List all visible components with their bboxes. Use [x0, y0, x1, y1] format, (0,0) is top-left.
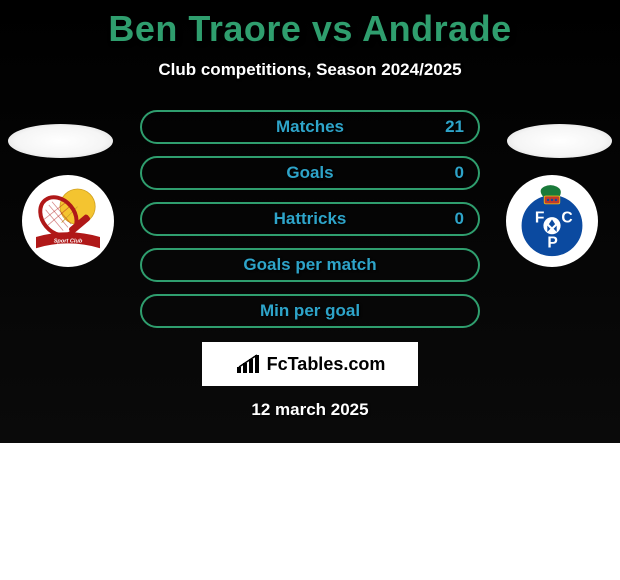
svg-text:P: P	[547, 235, 557, 252]
racket-club-icon: Sport Club	[28, 181, 108, 261]
stat-label: Min per goal	[260, 301, 360, 321]
bars-chart-icon	[235, 353, 261, 375]
stat-label: Goals	[286, 163, 333, 183]
player-right-silhouette	[507, 124, 612, 158]
fctables-watermark: FcTables.com	[202, 342, 418, 386]
date-label: 12 march 2025	[251, 400, 368, 420]
stat-value-right: 0	[455, 163, 464, 183]
stat-label: Goals per match	[243, 255, 376, 275]
stat-value-right: 0	[455, 209, 464, 229]
stat-label: Hattricks	[274, 209, 347, 229]
stat-row: Min per goal	[140, 294, 480, 328]
stats-list: Matches 21 Goals 0 Hattricks 0 Goals per match…	[140, 110, 480, 328]
fcp-shield-icon: F C P	[513, 182, 591, 260]
stat-value-right: 21	[445, 117, 464, 137]
stat-label: Matches	[276, 117, 344, 137]
svg-text:Sport Club: Sport Club	[54, 239, 83, 245]
subtitle: Club competitions, Season 2024/2025	[158, 60, 461, 80]
stat-row: Goals per match	[140, 248, 480, 282]
svg-text:C: C	[561, 210, 572, 227]
player-left-silhouette	[8, 124, 113, 158]
page-title: Ben Traore vs Andrade	[108, 8, 511, 50]
comparison-card: Ben Traore vs Andrade Club competitions,…	[0, 0, 620, 443]
stat-row: Goals 0	[140, 156, 480, 190]
club-badge-right: F C P	[506, 175, 598, 267]
stat-row: Matches 21	[140, 110, 480, 144]
stat-row: Hattricks 0	[140, 202, 480, 236]
fctables-label: FcTables.com	[267, 354, 386, 375]
club-badge-left: Sport Club	[22, 175, 114, 267]
svg-text:F: F	[535, 210, 545, 227]
